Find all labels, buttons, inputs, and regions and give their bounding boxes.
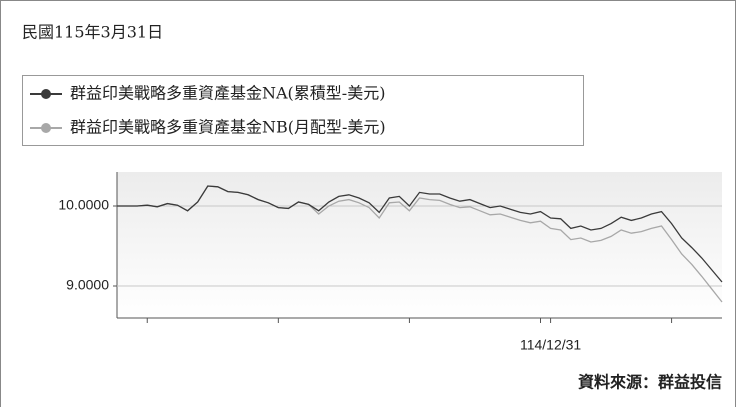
- y-tick-label: 10.0000: [58, 197, 109, 213]
- series-line: [117, 185, 723, 283]
- source-note: 資料來源：群益投信: [578, 373, 722, 392]
- legend-marker: [41, 123, 51, 133]
- chart-title: 民國115年3月31日: [22, 23, 163, 42]
- legend-marker: [41, 89, 51, 99]
- plot-area: [117, 172, 722, 318]
- y-tick-label: 9.0000: [66, 277, 109, 293]
- legend-label: 群益印美戰略多重資產基金NA(累積型-美元): [70, 84, 385, 103]
- legend-box: [22, 75, 584, 146]
- legend-label: 群益印美戰略多重資產基金NB(月配型-美元): [70, 118, 386, 137]
- x-tick-label: 114/12/31: [520, 337, 581, 353]
